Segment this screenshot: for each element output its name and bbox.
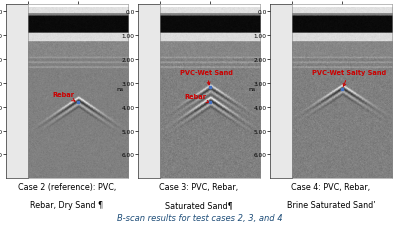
Text: PVC-Wet Sand: PVC-Wet Sand — [180, 70, 233, 85]
Text: Rebar, Dry Sand ¶: Rebar, Dry Sand ¶ — [30, 200, 104, 209]
Text: Saturated Sand¶: Saturated Sand¶ — [165, 200, 233, 209]
Y-axis label: ns: ns — [116, 87, 124, 92]
Text: Brine Saturated Sand’: Brine Saturated Sand’ — [287, 200, 375, 209]
Y-axis label: ns: ns — [248, 87, 256, 92]
Text: Case 2 (reference): PVC,: Case 2 (reference): PVC, — [18, 182, 116, 191]
Text: Rebar: Rebar — [184, 94, 209, 103]
Text: B-scan results for test cases 2, 3, and 4: B-scan results for test cases 2, 3, and … — [117, 213, 283, 222]
Text: PVC-Wet Salty Sand: PVC-Wet Salty Sand — [312, 70, 386, 87]
Text: Case 3: PVC, Rebar,: Case 3: PVC, Rebar, — [160, 182, 238, 191]
Text: Case 4: PVC, Rebar,: Case 4: PVC, Rebar, — [292, 182, 370, 191]
Text: Rebar: Rebar — [52, 91, 75, 102]
